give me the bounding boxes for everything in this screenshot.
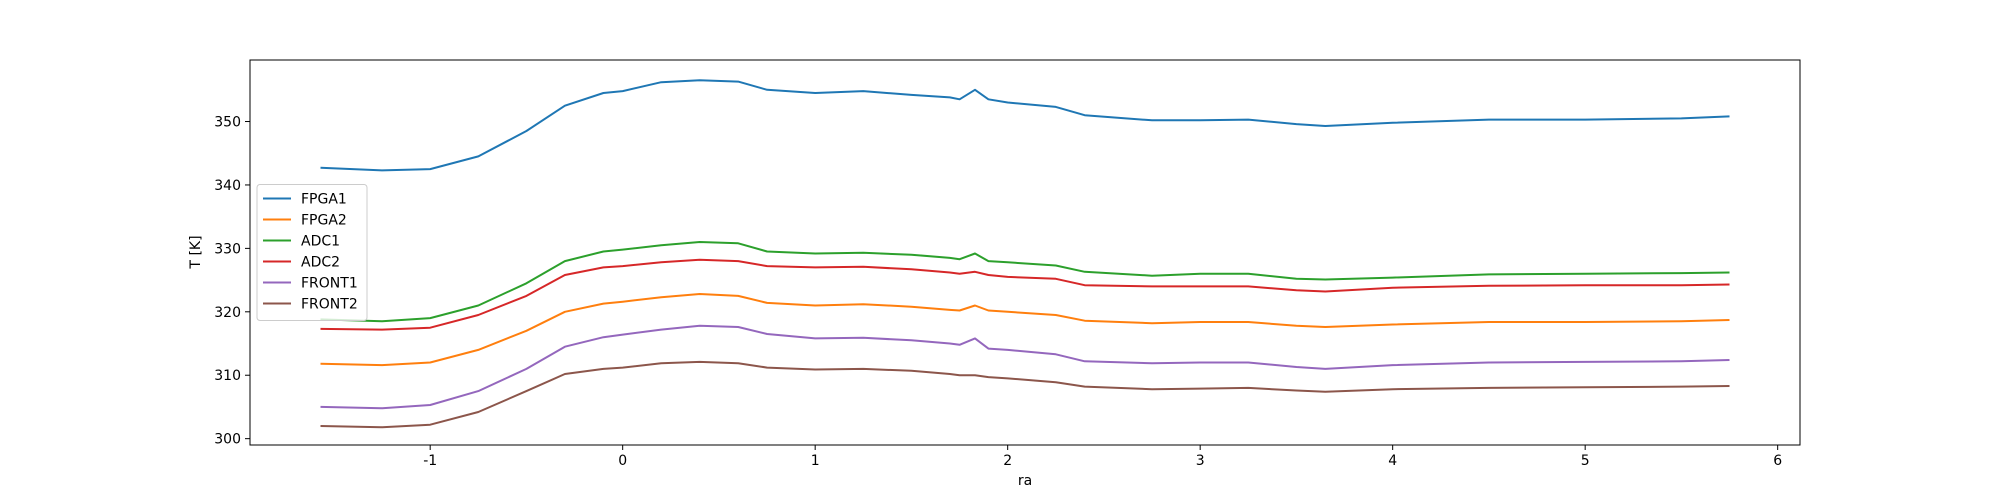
x-tick-label: 5 [1581, 453, 1590, 469]
x-tick-label: -1 [423, 453, 437, 469]
x-tick-label: 3 [1196, 453, 1205, 469]
line-series [320, 258, 1730, 331]
legend-label: ADC2 [301, 255, 340, 271]
x-tick-label: 0 [618, 453, 627, 469]
x-tick-label: 2 [1003, 453, 1012, 469]
x-tick-label: 6 [1773, 453, 1782, 469]
y-tick-label: 320 [214, 305, 241, 321]
legend-label: FPGA1 [301, 192, 347, 208]
line-series [320, 324, 1730, 410]
plot-frame [249, 59, 1801, 446]
y-tick-label: 350 [214, 115, 241, 131]
y-tick-label: 330 [214, 241, 241, 257]
line-series [320, 293, 1730, 367]
x-tick-label: 4 [1388, 453, 1397, 469]
x-tick-label: 1 [811, 453, 820, 469]
line-series [320, 360, 1730, 429]
legend-label: FRONT1 [301, 276, 358, 292]
y-axis-label: T [K] [188, 235, 204, 269]
x-axis-label: ra [1018, 473, 1032, 489]
legend-label: ADC1 [301, 234, 340, 250]
legend-label: FPGA2 [301, 213, 347, 229]
y-tick-label: 310 [214, 368, 241, 384]
line-series [320, 241, 1730, 323]
y-tick-label: 340 [214, 178, 241, 194]
legend-label: FRONT2 [301, 297, 358, 313]
y-tick-label: 300 [214, 432, 241, 448]
line-series [320, 79, 1730, 172]
